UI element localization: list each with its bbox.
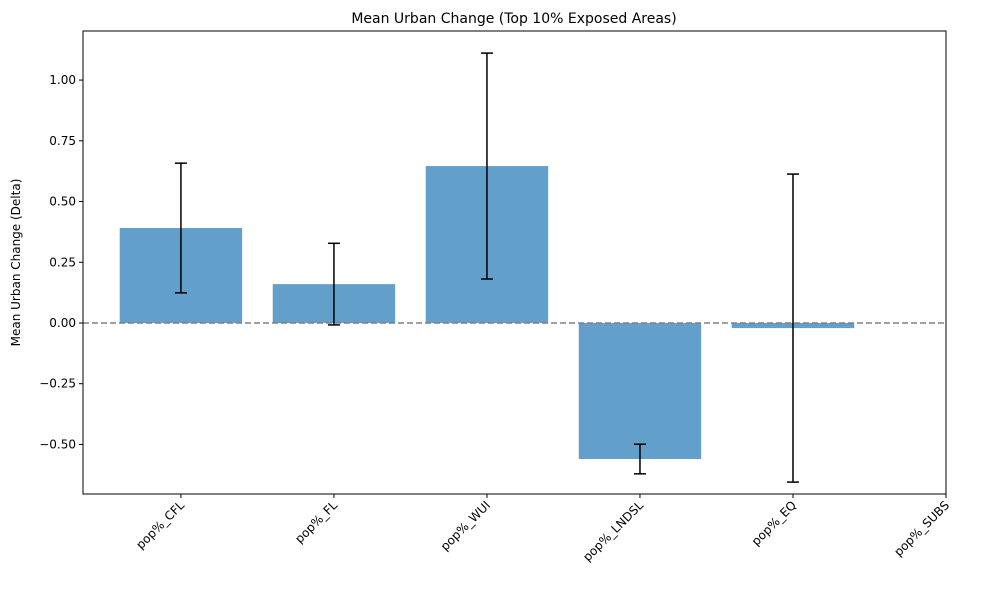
x-tick-label: pop%_CFL — [133, 498, 187, 552]
y-tick-label: 0.25 — [49, 255, 76, 269]
y-tick-label: 1.00 — [49, 73, 76, 87]
y-tick-label: −0.25 — [39, 377, 76, 391]
x-tick-label: pop%_LNDSL — [580, 498, 646, 564]
y-tick-label: 0.00 — [49, 316, 76, 330]
x-tick-label: pop%_EQ — [749, 498, 799, 548]
y-tick-label: −0.50 — [39, 437, 76, 451]
x-tick-label: pop%_WUI — [438, 498, 493, 553]
plot-frame — [82, 30, 947, 495]
y-tick-label: 0.75 — [49, 134, 76, 148]
x-tick-label: pop%_SUBS — [891, 498, 952, 559]
chart-title: Mean Urban Change (Top 10% Exposed Areas… — [351, 11, 676, 27]
y-tick-label: 0.50 — [49, 195, 76, 209]
y-axis-label: Mean Urban Change (Delta) — [9, 179, 23, 347]
x-tick-label: pop%_FL — [292, 498, 340, 546]
bar — [578, 322, 702, 460]
